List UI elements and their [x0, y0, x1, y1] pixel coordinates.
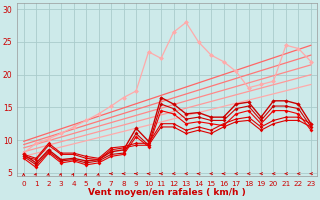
X-axis label: Vent moyen/en rafales ( km/h ): Vent moyen/en rafales ( km/h )	[88, 188, 246, 197]
